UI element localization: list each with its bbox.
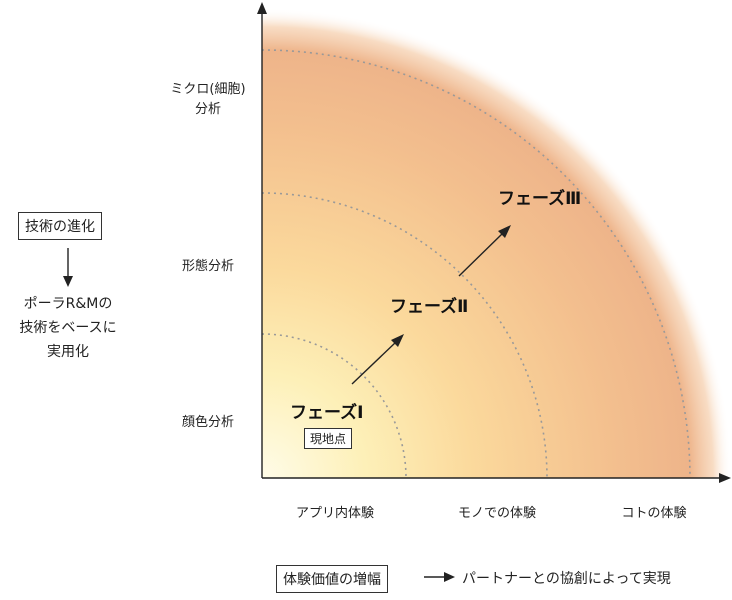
y-label-color: 顔色分析	[181, 415, 234, 430]
arrow-phase2-to-3-head	[498, 225, 511, 238]
left-panel-text: ポーラR&Mの 技術をベースに 実用化	[0, 292, 136, 364]
y-axis-arrow	[257, 2, 267, 14]
y-label-shape: 形態分析	[181, 259, 234, 274]
x-axis-arrow	[719, 473, 731, 483]
y-label-micro-line1: ミクロ(細胞)	[170, 82, 246, 97]
y-label-micro: ミクロ(細胞) 分析	[160, 80, 256, 120]
middle-arc	[261, 192, 548, 479]
tech-evolution-box: 技術の進化	[18, 212, 102, 240]
phase-three-label: フェーズⅢ	[498, 189, 582, 209]
x-label-koto: コトの体験	[621, 506, 687, 521]
inner-arc	[261, 333, 407, 479]
experience-value-box: 体験価値の増幅	[276, 565, 388, 593]
phase-two-label: フェーズⅡ	[390, 297, 469, 317]
outer-arc	[261, 49, 691, 479]
legend-text: パートナーとの協創によって実現	[462, 571, 671, 587]
arrow-phase1-to-2	[351, 341, 397, 385]
arrow-phase2-to-3	[458, 232, 504, 277]
current-point-badge: 現地点	[304, 428, 353, 449]
arrow-phase1-to-2-head	[391, 334, 404, 347]
phase-one-label: フェーズⅠ	[290, 403, 364, 423]
quarter-glow	[262, 8, 732, 478]
x-label-mono: モノでの体験	[457, 506, 536, 521]
y-label-micro-line2: 分析	[194, 102, 221, 117]
x-label-app: アプリ内体験	[295, 506, 374, 521]
left-text-line1: ポーラR&Mの	[23, 296, 113, 312]
legend-arrow-head	[444, 572, 455, 582]
evolution-arrow-head	[63, 276, 73, 287]
left-text-line3: 実用化	[47, 344, 89, 360]
left-text-line2: 技術をベースに	[19, 320, 117, 336]
